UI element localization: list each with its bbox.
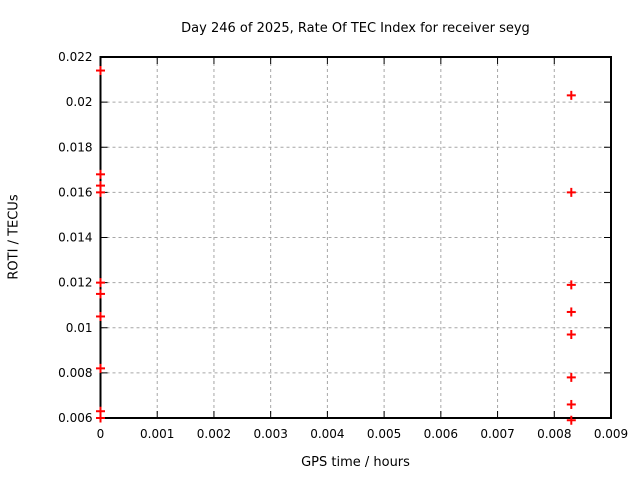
x-tick-label: 0.001 (140, 427, 174, 441)
x-tick-label: 0.002 (197, 427, 231, 441)
x-tick-label: 0.006 (424, 427, 458, 441)
x-tick-label: 0.007 (480, 427, 514, 441)
y-tick-label: 0.014 (58, 231, 92, 245)
x-tick-label: 0.009 (594, 427, 628, 441)
x-tick-label: 0 (97, 427, 105, 441)
x-tick-label: 0.004 (310, 427, 344, 441)
y-tick-label: 0.006 (58, 411, 92, 425)
y-tick-label: 0.01 (66, 321, 93, 335)
y-tick-label: 0.008 (58, 366, 92, 380)
y-tick-label: 0.022 (58, 50, 92, 64)
y-tick-label: 0.02 (66, 95, 93, 109)
x-tick-label: 0.005 (367, 427, 401, 441)
x-tick-label: 0.003 (253, 427, 287, 441)
y-tick-label: 0.018 (58, 140, 92, 154)
x-axis-label: GPS time / hours (301, 455, 410, 470)
x-tick-label: 0.008 (537, 427, 571, 441)
y-tick-label: 0.012 (58, 276, 92, 290)
y-tick-label: 0.016 (58, 185, 92, 199)
chart-title: Day 246 of 2025, Rate Of TEC Index for r… (181, 21, 530, 36)
